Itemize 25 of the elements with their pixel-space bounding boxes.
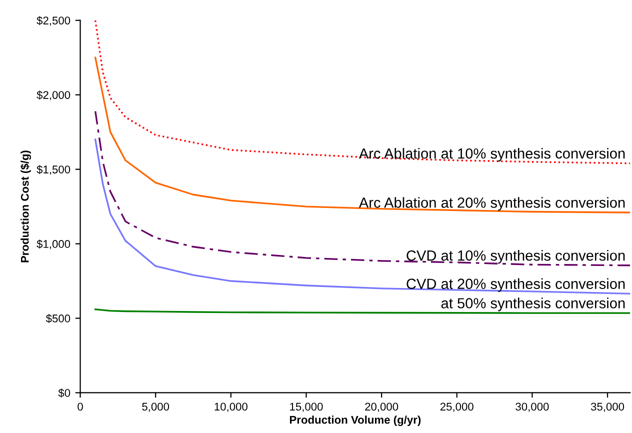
x-tick-label: 0 [78, 402, 83, 411]
x-tick-label: 20,000 [365, 402, 398, 412]
y-tick-label: $0 [58, 388, 70, 398]
x-tick-label: 5,000 [142, 402, 170, 412]
x-tick-label: 30,000 [516, 402, 549, 412]
series-label: Arc Ablation at 10% synthesis conversion [358, 148, 625, 162]
y-tick-label: $1,000 [36, 240, 70, 250]
y-axis-title: Production Cost ($/g) [20, 150, 32, 262]
y-tick-label: $1,500 [36, 165, 70, 175]
line-series [94, 56, 630, 214]
line-series [94, 20, 630, 164]
series-label: CVD at 10% synthesis conversion [406, 250, 625, 264]
series-label: at 50% synthesis conversion [441, 298, 625, 312]
x-tick-label: 15,000 [290, 402, 323, 412]
y-tick-label: $2,000 [36, 90, 70, 100]
series-label: CVD at 20% synthesis conversion [406, 278, 625, 292]
x-tick-label: 10,000 [214, 402, 248, 412]
line-series [94, 110, 630, 266]
y-tick-label: $2,500 [36, 16, 70, 26]
y-tick-label: $500 [46, 314, 70, 324]
line-series [94, 138, 630, 295]
x-axis-title: Production Volume (g/yr) [290, 416, 421, 426]
x-tick-label: 25,000 [440, 402, 474, 412]
series-label: Arc Ablation at 20% synthesis conversion [358, 197, 625, 211]
x-tick-label: 35,000 [590, 402, 624, 412]
